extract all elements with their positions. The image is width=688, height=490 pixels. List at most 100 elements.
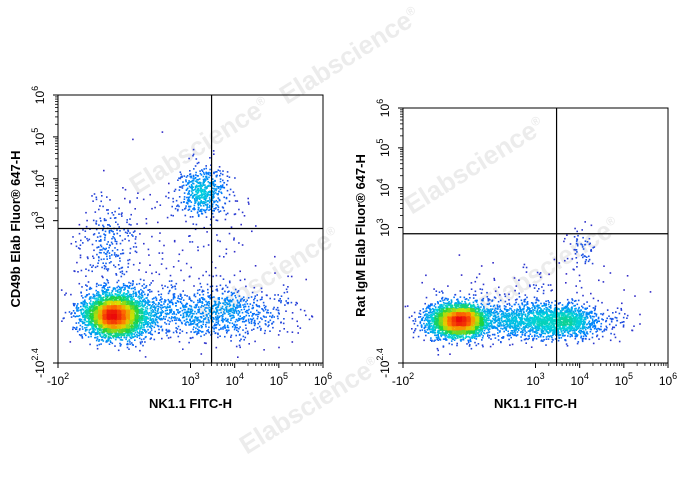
event-dot [154, 318, 157, 320]
event-dot [189, 304, 191, 307]
event-dot [135, 306, 138, 308]
event-dot [140, 318, 143, 321]
event-dot [135, 345, 137, 348]
event-dot [118, 334, 121, 337]
event-dot [219, 199, 221, 202]
event-dot [271, 322, 274, 325]
event-dot [143, 326, 145, 329]
event-dot [98, 208, 100, 211]
event-dot [127, 259, 129, 262]
event-dot [205, 310, 207, 313]
event-dot [149, 317, 152, 320]
event-dot [234, 294, 236, 297]
event-dot [200, 316, 203, 319]
event-dot [276, 315, 279, 318]
event-dot [205, 197, 208, 199]
event-dot [85, 309, 88, 311]
event-dot [206, 204, 208, 207]
event-dot [207, 317, 210, 319]
event-dot [206, 208, 208, 211]
event-dot [139, 326, 142, 329]
event-dot [111, 326, 113, 328]
event-dot [201, 325, 203, 328]
event-dot [146, 326, 148, 328]
event-dot [105, 253, 108, 255]
event-dot [100, 297, 102, 300]
event-dot [136, 309, 139, 311]
event-dot [119, 257, 121, 260]
event-dot [151, 235, 153, 238]
event-dot [87, 317, 89, 320]
event-dot [104, 266, 107, 268]
event-dot [161, 310, 164, 312]
event-dot [164, 309, 167, 312]
event-dot [103, 306, 106, 309]
event-dot [134, 335, 137, 338]
event-dot [265, 323, 267, 326]
event-dot [103, 286, 105, 289]
event-dot [137, 328, 139, 330]
event-dot [87, 239, 89, 242]
event-dot [89, 312, 92, 315]
event-dot [105, 335, 108, 337]
event-dot [181, 249, 184, 252]
event-dot [140, 296, 143, 299]
event-dot [76, 315, 78, 317]
event-dot [109, 327, 112, 330]
event-dot [130, 312, 132, 314]
event-dot [226, 319, 229, 321]
event-dot [211, 307, 214, 310]
event-dot [185, 321, 187, 324]
event-dot [219, 174, 221, 177]
event-dot [209, 181, 212, 184]
event-dot [209, 314, 211, 317]
event-dot [174, 316, 176, 318]
event-dot [70, 293, 72, 296]
event-dot [81, 308, 84, 310]
event-dot [115, 336, 118, 339]
event-dot [131, 342, 133, 344]
event-dot [101, 290, 104, 293]
event-dot [220, 184, 222, 187]
event-dot [187, 308, 190, 311]
event-dot [156, 324, 159, 327]
event-dot [147, 301, 149, 303]
event-dot [205, 321, 208, 324]
event-dot [195, 330, 197, 333]
event-dot [174, 188, 177, 191]
event-dot [174, 207, 177, 210]
event-dot [287, 297, 290, 300]
event-dot [124, 327, 127, 330]
event-dot [213, 324, 215, 327]
event-dot [225, 301, 227, 304]
event-dot [96, 347, 99, 350]
event-dot [112, 214, 115, 216]
event-dot [100, 318, 102, 321]
event-dot [247, 309, 249, 312]
event-dot [226, 324, 229, 327]
event-dot [217, 208, 219, 211]
event-dot [178, 298, 181, 300]
event-dot [194, 316, 196, 319]
event-dot [112, 236, 114, 238]
event-dot [132, 138, 134, 141]
event-dot [105, 247, 107, 250]
event-dot [173, 311, 175, 314]
event-dot [82, 242, 84, 244]
event-dot [279, 330, 281, 332]
event-dot [223, 256, 225, 258]
event-dot [214, 171, 217, 173]
event-dot [116, 289, 119, 292]
event-dot [121, 272, 124, 275]
event-dot [145, 323, 147, 326]
event-dot [198, 321, 200, 324]
event-dot [162, 287, 164, 290]
event-dot [198, 298, 201, 300]
event-dot [207, 193, 209, 196]
event-dot [176, 328, 179, 330]
event-dot [272, 321, 275, 323]
event-dot [155, 271, 157, 273]
event-dot [230, 334, 233, 337]
event-dot [70, 313, 72, 315]
event-dot [147, 293, 149, 296]
